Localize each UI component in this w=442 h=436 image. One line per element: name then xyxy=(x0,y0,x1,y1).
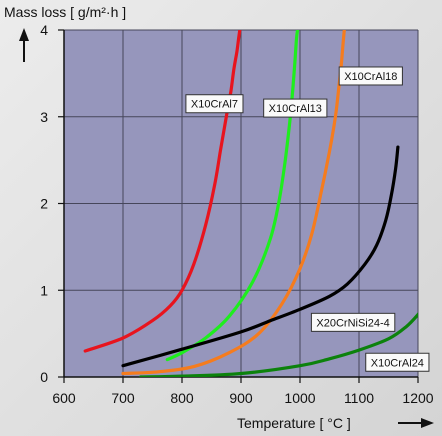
series-lines xyxy=(83,30,418,377)
series-label-x10cral24: X10CrAl24 xyxy=(365,352,430,372)
y-tick-label: 2 xyxy=(40,196,48,212)
series-label-text: X10CrAl13 xyxy=(269,103,322,115)
series-label-box xyxy=(185,94,244,114)
x-tick-label: 900 xyxy=(229,390,253,406)
y-tick-label: 0 xyxy=(40,369,48,385)
x-axis-title: Temperature [ °C ] xyxy=(237,415,351,431)
series-label-x10cral18: X10CrAl18 xyxy=(338,66,403,86)
series-label-box xyxy=(338,66,403,86)
y-tick-labels: 0 1 2 3 4 xyxy=(40,22,64,385)
series-label-x20crnisi24-4: X20CrNiSi24-4 xyxy=(310,312,396,332)
x-tick-label: 1000 xyxy=(284,390,315,406)
series-label-x10cral7: X10CrAl7 xyxy=(185,94,244,114)
series-line-x20crnisi24-4 xyxy=(121,145,400,368)
y-tick-label: 4 xyxy=(40,22,48,38)
series-line-x10cral24 xyxy=(139,312,418,377)
series-label-text: X10CrAl24 xyxy=(371,357,424,369)
series-line-x10cral13 xyxy=(165,30,300,362)
x-tick-label: 800 xyxy=(170,390,194,406)
series-label-box xyxy=(263,98,328,118)
y-tick-label: 3 xyxy=(40,109,48,125)
series-label-box xyxy=(310,312,396,332)
series-label-text: X10CrAl18 xyxy=(344,71,397,83)
series-label-text: X20CrNiSi24-4 xyxy=(316,317,389,329)
series-label-text: X10CrAl7 xyxy=(191,99,238,111)
x-tick-label: 700 xyxy=(111,390,135,406)
series-line-x10cral7 xyxy=(83,30,242,353)
y-axis-title: Mass loss [ g/m²·h ] xyxy=(4,4,126,20)
series-labels: X10CrAl7 X10CrAl13 X10CrAl18 X20CrNiSi24-4 X… xyxy=(185,66,430,372)
y-axis-arrow-icon xyxy=(19,28,29,62)
x-tick-labels: 600 700 800 900 1000 1100 1200 xyxy=(52,377,434,406)
series-label-box xyxy=(365,352,430,372)
y-tick-label: 1 xyxy=(40,282,48,298)
x-tick-label: 1100 xyxy=(344,390,374,406)
x-axis-arrow-icon xyxy=(398,418,434,428)
x-tick-label: 600 xyxy=(52,390,76,406)
x-tick-label: 1200 xyxy=(402,390,433,406)
series-label-x10cral13: X10CrAl13 xyxy=(263,98,328,118)
